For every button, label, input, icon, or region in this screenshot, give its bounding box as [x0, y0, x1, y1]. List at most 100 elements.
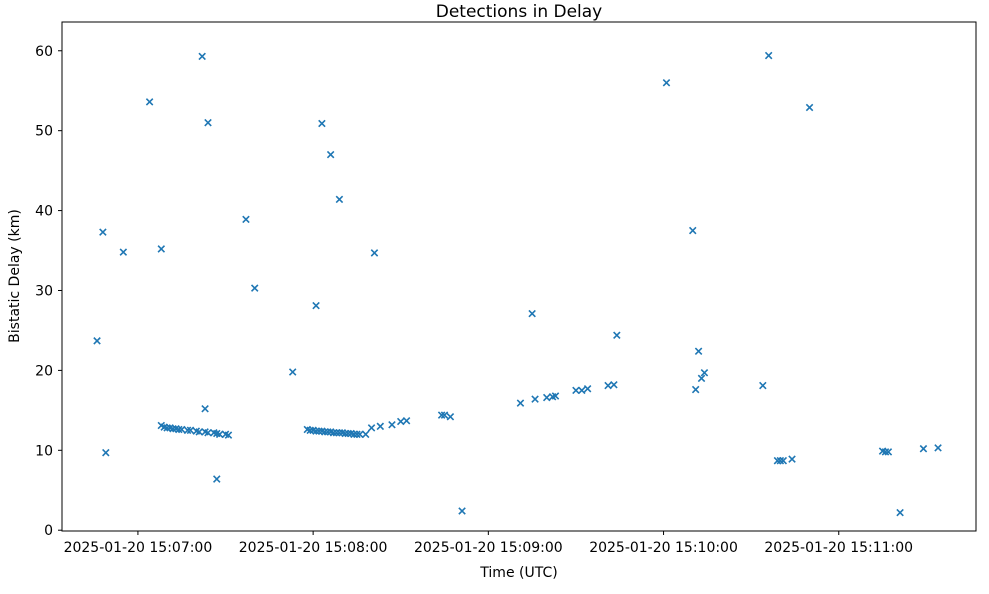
scatter-point [881, 448, 890, 456]
scatter-point [353, 430, 361, 439]
y-tick-label: 0 [44, 523, 53, 539]
scatter-point [613, 331, 621, 339]
scatter-point [531, 395, 539, 403]
scatter-point [183, 426, 192, 435]
scatter-point [93, 337, 101, 345]
scatter-point [341, 429, 350, 438]
scatter-point [215, 430, 224, 439]
scatter-point [177, 425, 186, 434]
scatter-point [388, 420, 396, 429]
y-tick-label: 60 [35, 44, 53, 60]
scatter-point [145, 98, 154, 106]
scatter-point [610, 381, 618, 389]
scatter-point [318, 119, 326, 128]
scatter-point [344, 429, 352, 438]
scatter-point [204, 118, 212, 127]
y-axis-label: Bistatic Delay (km) [7, 209, 23, 343]
scatter-point [224, 431, 233, 439]
scatter-point [788, 455, 796, 463]
scatter-point [700, 369, 709, 377]
scatter-point [662, 78, 671, 87]
scatter-point [759, 381, 767, 390]
scatter-point [119, 248, 128, 256]
scatter-point [367, 424, 376, 432]
x-tick-label: 2025-01-20 15:11:00 [764, 540, 913, 556]
plot-area: 2025-01-20 15:07:00 2025-01-20 15:08:00 20… [35, 21, 977, 556]
scatter-point [323, 428, 332, 436]
y-tick-label: 40 [35, 204, 53, 220]
scatter-point [326, 150, 335, 159]
scatter-point [896, 508, 904, 517]
scatter-point [335, 428, 344, 437]
scatter-point [99, 228, 107, 236]
scatter-point [776, 456, 785, 465]
scatter-point [764, 51, 773, 60]
scatter-point [250, 284, 259, 292]
scatter-point [528, 309, 536, 318]
scatter-point [315, 427, 323, 435]
scatter-point [201, 404, 209, 413]
scatter-point [446, 412, 455, 421]
scatter-point [356, 430, 364, 439]
scatter-point [332, 428, 341, 437]
scatter-point [884, 448, 893, 456]
scatter-point [805, 103, 814, 112]
scatter-point [376, 422, 385, 431]
scatter-point [242, 215, 250, 224]
scatter-point [919, 444, 928, 453]
scatter-point [578, 386, 586, 395]
scatter-point [516, 399, 525, 407]
scatter-point [163, 424, 171, 432]
scatter-point [335, 195, 344, 204]
scatter-point [572, 386, 580, 395]
scatter-point [694, 347, 703, 355]
y-tick-label: 50 [35, 124, 53, 140]
scatter-point [458, 507, 466, 515]
scatter-point [583, 385, 592, 393]
scatter-point [604, 381, 612, 390]
scatter-point [186, 426, 195, 435]
scatter-point [396, 417, 405, 426]
scatter-point [204, 428, 212, 437]
scatter-point [102, 448, 110, 457]
y-tick-label: 20 [35, 363, 53, 379]
scatter-point [213, 475, 221, 483]
scatter-point [329, 428, 338, 437]
scatter-point [691, 385, 700, 394]
scatter-point [370, 249, 379, 257]
scatter-point [195, 428, 204, 436]
scatter-point [934, 444, 942, 452]
scatter-point [198, 52, 206, 61]
scatter-point [350, 430, 358, 439]
y-tick-label: 30 [35, 283, 53, 299]
scatter-point [312, 427, 320, 435]
scatter-point [440, 411, 449, 419]
axis-spine [61, 21, 977, 532]
scatter-point [437, 411, 446, 419]
scatter-point [402, 416, 411, 425]
x-tick-label: 2025-01-20 15:09:00 [414, 540, 563, 556]
scatter-point [288, 368, 297, 376]
scatter-point [169, 424, 177, 433]
chart-title: Detections in Delay [436, 2, 603, 22]
scatter-point [361, 430, 370, 439]
scatter-point [773, 456, 782, 465]
scatter-point [306, 426, 314, 435]
scatter-point [551, 392, 560, 400]
scatter-point [697, 374, 706, 383]
scatter-point [688, 226, 697, 235]
scatter-point [175, 425, 183, 434]
scatter-point [157, 245, 166, 253]
scatter-point [779, 456, 788, 465]
x-tick-label: 2025-01-20 15:07:00 [64, 540, 213, 556]
x-tick-label: 2025-01-20 15:08:00 [239, 540, 388, 556]
x-tick-label: 2025-01-20 15:10:00 [589, 540, 738, 556]
scatter-point [542, 393, 551, 402]
scatter-point [321, 428, 329, 436]
scatter-point [312, 301, 320, 310]
x-axis-label: Time (UTC) [479, 565, 557, 581]
y-tick-label: 10 [35, 443, 53, 459]
